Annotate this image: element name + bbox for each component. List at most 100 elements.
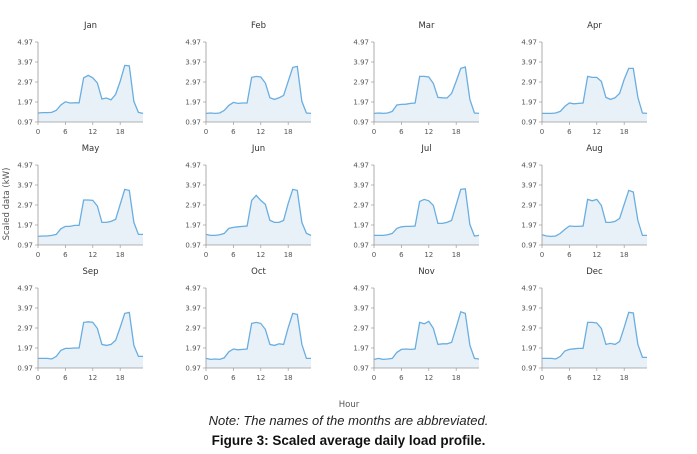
x-tick-label: 0 bbox=[372, 374, 376, 382]
load-profile-figure: Scaled data (kW) Hour Jan 0.97 1.97 2.97 3.9… bbox=[2, 21, 648, 410]
panel-grid: Jan 0.97 1.97 2.97 3.97 4.97 0 6 12 18 Feb 0.97 1.97… bbox=[17, 21, 648, 382]
x-tick-label: 12 bbox=[256, 374, 265, 382]
panel-title: Sep bbox=[82, 267, 98, 277]
x-tick-label: 0 bbox=[36, 251, 40, 259]
x-tick-label: 18 bbox=[620, 374, 629, 382]
x-tick-label: 12 bbox=[592, 251, 601, 259]
panel-title: Apr bbox=[587, 21, 602, 31]
area-fill bbox=[206, 313, 311, 368]
x-tick-label: 0 bbox=[204, 374, 208, 382]
area-fill bbox=[542, 190, 647, 245]
y-tick-label: 2.97 bbox=[353, 325, 369, 333]
x-tick-label: 18 bbox=[116, 128, 125, 136]
x-tick-label: 18 bbox=[284, 374, 293, 382]
y-tick-label: 4.97 bbox=[353, 162, 369, 170]
figure-caption: Figure 3: Scaled average daily load prof… bbox=[211, 433, 486, 448]
y-tick-label: 4.97 bbox=[521, 39, 537, 47]
series-line bbox=[37, 64, 144, 115]
x-tick-label: 12 bbox=[424, 374, 433, 382]
y-tick-label: 1.97 bbox=[17, 222, 33, 230]
y-tick-label: 3.97 bbox=[353, 182, 369, 190]
area-fill bbox=[542, 68, 647, 122]
y-tick-label: 4.97 bbox=[353, 285, 369, 293]
panel-title: Aug bbox=[586, 144, 603, 154]
y-tick-label: 3.97 bbox=[353, 59, 369, 67]
y-tick-label: 2.97 bbox=[353, 79, 369, 87]
y-tick-label: 0.97 bbox=[185, 365, 201, 373]
x-tick-label: 12 bbox=[256, 251, 265, 259]
area-fill bbox=[374, 311, 479, 368]
panel-title: Jun bbox=[251, 144, 265, 154]
series-line bbox=[542, 311, 647, 360]
x-tick-label: 18 bbox=[452, 128, 461, 136]
y-tick-label: 3.97 bbox=[521, 59, 537, 67]
y-tick-label: 3.97 bbox=[521, 305, 537, 313]
series-line bbox=[205, 188, 312, 237]
x-tick-label: 0 bbox=[540, 374, 544, 382]
x-tick-label: 18 bbox=[620, 128, 629, 136]
y-tick-label: 2.97 bbox=[353, 202, 369, 210]
y-tick-label: 3.97 bbox=[17, 305, 33, 313]
series-line bbox=[373, 66, 480, 115]
y-tick-label: 0.97 bbox=[353, 242, 369, 250]
y-tick-label: 1.97 bbox=[353, 99, 369, 107]
panel-title: Nov bbox=[418, 267, 435, 277]
series-line bbox=[374, 188, 480, 237]
panel-jun: Jun 0.97 1.97 2.97 3.97 4.97 0 6 12 18 bbox=[185, 144, 312, 259]
x-tick-label: 0 bbox=[204, 128, 208, 136]
x-tick-label: 6 bbox=[63, 251, 68, 259]
x-tick-label: 6 bbox=[63, 374, 68, 382]
panel-apr: Apr 0.97 1.97 2.97 3.97 4.97 0 6 12 18 bbox=[521, 21, 648, 136]
x-tick-label: 6 bbox=[399, 128, 404, 136]
panel-nov: Nov 0.97 1.97 2.97 3.97 4.97 0 6 12 18 bbox=[353, 267, 480, 382]
y-tick-label: 0.97 bbox=[353, 365, 369, 373]
area-fill bbox=[38, 312, 143, 368]
y-tick-label: 0.97 bbox=[521, 242, 537, 250]
panel-jul: Jul 0.97 1.97 2.97 3.97 4.97 0 6 12 18 bbox=[353, 144, 480, 259]
panel-title: Jul bbox=[420, 144, 431, 154]
y-tick-label: 1.97 bbox=[521, 345, 537, 353]
y-tick-label: 1.97 bbox=[353, 222, 369, 230]
x-tick-label: 18 bbox=[116, 374, 125, 382]
y-tick-label: 3.97 bbox=[185, 182, 201, 190]
panel-may: May 0.97 1.97 2.97 3.97 4.97 0 6 12 18 bbox=[17, 144, 143, 259]
series-line bbox=[37, 188, 143, 238]
panel-title: May bbox=[82, 144, 100, 154]
x-tick-label: 18 bbox=[284, 128, 293, 136]
y-tick-label: 2.97 bbox=[17, 79, 33, 87]
x-tick-label: 6 bbox=[63, 128, 68, 136]
x-tick-label: 0 bbox=[372, 251, 376, 259]
area-fill bbox=[38, 189, 143, 245]
panel-oct: Oct 0.97 1.97 2.97 3.97 4.97 0 6 12 18 bbox=[185, 267, 311, 382]
x-tick-label: 18 bbox=[284, 251, 293, 259]
x-tick-label: 6 bbox=[231, 128, 236, 136]
y-tick-label: 3.97 bbox=[521, 182, 537, 190]
x-tick-label: 0 bbox=[36, 128, 40, 136]
y-tick-label: 0.97 bbox=[185, 242, 201, 250]
series-line bbox=[205, 312, 311, 361]
x-tick-label: 18 bbox=[116, 251, 125, 259]
panel-dec: Dec 0.97 1.97 2.97 3.97 4.97 0 6 12 18 bbox=[521, 267, 647, 382]
y-tick-label: 2.97 bbox=[521, 202, 537, 210]
figure-note: Note: The names of the months are abbrev… bbox=[208, 413, 489, 428]
y-tick-label: 1.97 bbox=[17, 345, 33, 353]
area-fill bbox=[374, 188, 479, 245]
x-axis-label: Hour bbox=[339, 400, 360, 410]
area-fill bbox=[206, 66, 311, 122]
y-tick-label: 1.97 bbox=[17, 99, 33, 107]
y-tick-label: 0.97 bbox=[353, 119, 369, 127]
x-tick-label: 6 bbox=[567, 128, 572, 136]
y-tick-label: 1.97 bbox=[185, 99, 201, 107]
y-tick-label: 2.97 bbox=[185, 79, 201, 87]
x-tick-label: 6 bbox=[567, 251, 572, 259]
area-fill bbox=[38, 65, 143, 122]
y-tick-label: 2.97 bbox=[521, 79, 537, 87]
y-axis-label: Scaled data (kW) bbox=[2, 168, 12, 241]
y-tick-label: 4.97 bbox=[17, 285, 33, 293]
area-fill bbox=[542, 312, 647, 368]
y-tick-label: 1.97 bbox=[353, 345, 369, 353]
panel-jan: Jan 0.97 1.97 2.97 3.97 4.97 0 6 12 18 bbox=[17, 21, 144, 136]
y-tick-label: 1.97 bbox=[185, 345, 201, 353]
y-tick-label: 2.97 bbox=[17, 202, 33, 210]
x-tick-label: 12 bbox=[88, 128, 97, 136]
